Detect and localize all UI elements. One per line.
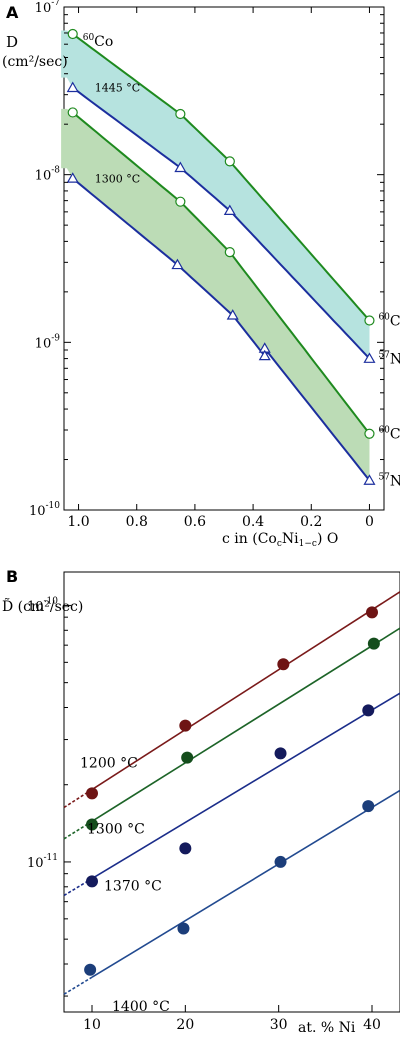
x-tick-label: 0.4 xyxy=(242,514,264,530)
panel-a-lines xyxy=(72,33,371,482)
temperature-label: 1300 °C xyxy=(95,172,140,185)
y-tick-label: 10-10 xyxy=(29,501,60,519)
x-tick-label: 0.6 xyxy=(184,514,206,530)
data-point xyxy=(67,107,78,118)
panel-b-ticks: 10 20 30 40 10-10 10-11 xyxy=(27,596,381,1033)
panel-b-xlabel: at. % Ni xyxy=(298,1020,356,1036)
panel-b-fit-lines xyxy=(63,591,400,995)
series-label: 1300 °C xyxy=(87,821,145,837)
data-point xyxy=(274,855,287,868)
series-line-3 xyxy=(72,111,371,435)
x-tick-label: 1.0 xyxy=(67,514,89,530)
isotope-label: 60Co xyxy=(378,312,400,329)
panel-a-xlabel: c in (CocNi1−c) O xyxy=(222,531,338,549)
band-2 xyxy=(61,108,370,481)
data-point xyxy=(364,315,375,326)
series-line-4 xyxy=(72,177,371,482)
series-line-2 xyxy=(72,86,371,360)
data-point xyxy=(171,258,184,270)
isotope-label: 60Co xyxy=(378,426,400,443)
y-tick-label: 10-11 xyxy=(27,853,58,871)
data-point xyxy=(363,474,376,485)
panel-a-labels: 60Co 57Ni 60Co 57Ni 60Co 1445 °C 1300 °C xyxy=(83,33,400,489)
data-point xyxy=(177,922,190,935)
data-point xyxy=(67,28,78,40)
data-point xyxy=(258,349,271,361)
panel-a-bands xyxy=(61,30,370,481)
x-tick-label: 20 xyxy=(176,1017,194,1033)
data-point xyxy=(179,842,192,855)
data-point xyxy=(277,658,290,671)
y-tick-label: 10-7 xyxy=(35,0,61,16)
panel-a-ylabel-line2: (cm²/sec) xyxy=(2,54,68,70)
chart-panel-a: A 1.0 0.8 0.6 0.4 0.2 0 10-7 10-8 10-9 10-10 60Co… xyxy=(2,0,400,549)
x-tick-label: 0 xyxy=(365,514,374,530)
panel-b-points xyxy=(84,606,380,976)
isotope-label: 60Co xyxy=(83,33,114,50)
series-label: 1400 °C xyxy=(112,999,170,1015)
data-point xyxy=(362,800,375,813)
series-label: 1200 °C xyxy=(80,756,138,772)
panel-b-label: B xyxy=(6,567,18,586)
data-point xyxy=(174,161,187,173)
data-point xyxy=(223,204,236,216)
data-point xyxy=(86,818,98,831)
x-tick-label: 40 xyxy=(363,1017,381,1033)
data-point xyxy=(362,704,375,717)
panel-a-ticks: 1.0 0.8 0.6 0.4 0.2 0 10-7 10-8 10-9 10-10 xyxy=(29,0,384,530)
data-point xyxy=(175,108,186,120)
series-label: 1370 °C xyxy=(104,879,162,895)
data-point xyxy=(86,875,98,888)
data-point xyxy=(86,787,98,800)
temperature-label: 1445 °C xyxy=(95,82,140,95)
fit-line xyxy=(91,627,400,822)
isotope-label: 57Ni xyxy=(378,351,400,368)
data-point xyxy=(364,428,375,439)
data-point xyxy=(274,747,287,760)
data-point xyxy=(66,172,79,183)
panel-b-ylabel: D̃ (cm²/sec) xyxy=(2,597,83,615)
data-point xyxy=(175,196,186,207)
panel-a-frame xyxy=(63,6,385,511)
data-point xyxy=(226,309,239,320)
data-point xyxy=(181,751,194,764)
fit-line xyxy=(91,692,400,880)
chart-panel-b: B 10 20 30 40 10-10 10-11 1200 °C 1300 °C 1370 … xyxy=(2,567,400,1036)
x-tick-label: 0.8 xyxy=(126,514,148,530)
x-tick-label: 0.2 xyxy=(300,514,322,530)
data-point xyxy=(66,81,79,93)
x-tick-label: 30 xyxy=(270,1017,288,1033)
data-point xyxy=(224,247,235,258)
data-point xyxy=(367,637,380,650)
y-tick-label: 10-8 xyxy=(35,166,61,184)
isotope-label: 57Ni xyxy=(378,472,400,489)
fit-line-extension xyxy=(63,976,93,995)
data-point xyxy=(84,963,97,976)
fit-line xyxy=(91,789,400,978)
panel-a-label: A xyxy=(6,3,19,22)
panel-b-labels: 1200 °C 1300 °C 1370 °C 1400 °C xyxy=(80,756,170,1016)
panel-a-ylabel-line1: D xyxy=(6,33,18,51)
panel-b-frame xyxy=(63,571,400,1013)
x-tick-label: 10 xyxy=(83,1017,101,1033)
panel-a-markers xyxy=(66,28,376,485)
y-tick-label: 10-10 xyxy=(27,596,58,614)
data-point xyxy=(224,156,235,167)
data-point xyxy=(363,352,376,363)
series-line-1 xyxy=(72,33,371,322)
fit-line xyxy=(91,591,400,791)
y-tick-label: 10-9 xyxy=(35,333,61,351)
data-point xyxy=(366,606,378,619)
data-point xyxy=(179,719,192,732)
